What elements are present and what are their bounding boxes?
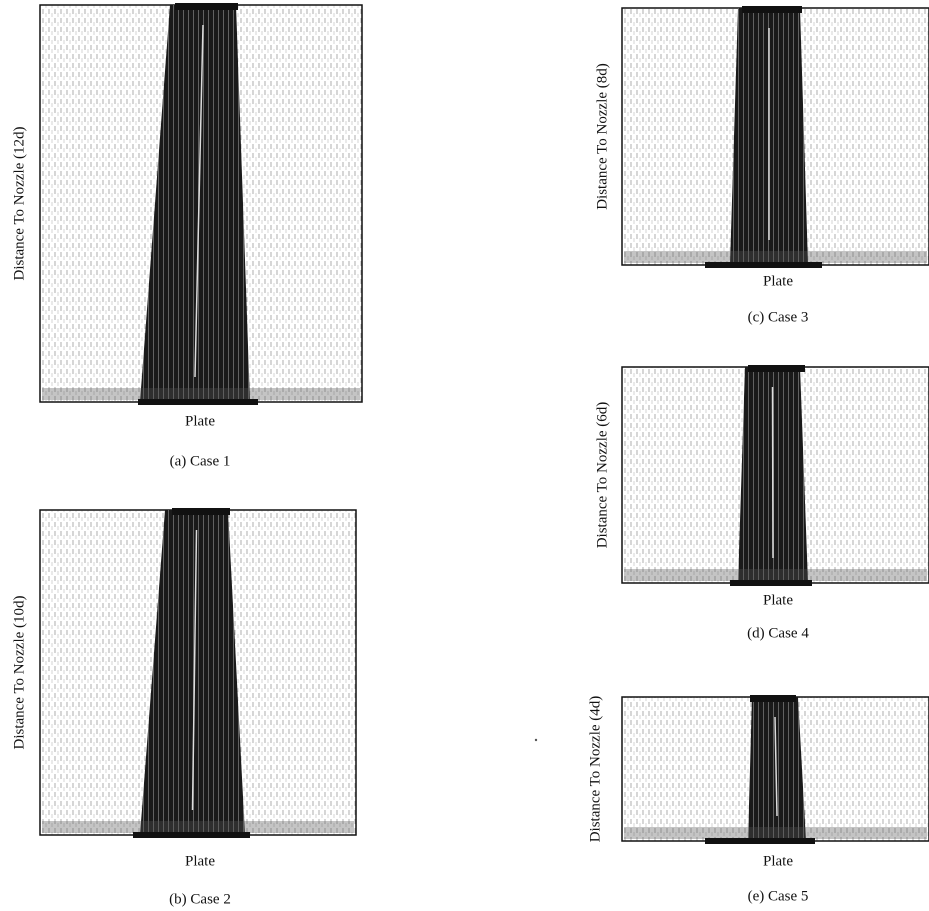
wall-jet (624, 569, 927, 581)
x-axis-label: Plate (763, 273, 793, 289)
y-axis-label: Distance To Nozzle (10d) (11, 595, 27, 749)
x-axis-label: Plate (763, 853, 793, 869)
nozzle (748, 365, 805, 372)
caption: (c) Case 3 (748, 309, 809, 325)
jet-core (771, 386, 774, 559)
caption: (b) Case 2 (169, 891, 231, 907)
nozzle (742, 6, 802, 13)
x-axis-label: Plate (185, 413, 215, 429)
wall-jet (42, 821, 354, 833)
panel: Distance To Nozzle (8d) Plate (c) Case 3 (594, 6, 929, 325)
panel: Distance To Nozzle (6d) Plate (d) Case 4 (594, 365, 929, 641)
wall-jet (624, 251, 927, 263)
jet-core (774, 716, 778, 817)
plate-bar (705, 262, 822, 268)
caption: (e) Case 5 (748, 888, 809, 904)
panel: Distance To Nozzle (10d) Plate (b) Case 2 (11, 508, 357, 907)
plate-bar (138, 399, 258, 405)
x-axis-label: Plate (763, 592, 793, 608)
wall-jet (624, 827, 927, 839)
jet-plume (748, 697, 806, 841)
wall-jet (42, 388, 360, 400)
y-axis-label: Distance To Nozzle (8d) (594, 63, 610, 210)
jet-plume (140, 5, 250, 402)
plate-bar (730, 580, 812, 586)
jet-plume (140, 510, 245, 835)
y-axis-label: Distance To Nozzle (12d) (11, 126, 27, 280)
nozzle (175, 3, 238, 10)
jet-core (191, 529, 198, 811)
plate-bar (705, 838, 815, 844)
speck (534, 738, 538, 742)
panel: Distance To Nozzle (12d) Plate (a) Case 1 (11, 3, 363, 469)
panel: Distance To Nozzle (4d) Plate (e) Case 5 (587, 695, 929, 904)
caption: (a) Case 1 (170, 453, 231, 469)
caption: (d) Case 4 (747, 625, 809, 641)
plate-bar (133, 832, 250, 838)
jet-core (194, 24, 204, 378)
nozzle (750, 695, 796, 702)
x-axis-label: Plate (185, 853, 215, 869)
y-axis-label: Distance To Nozzle (6d) (594, 402, 610, 549)
y-axis-label: Distance To Nozzle (4d) (587, 696, 603, 843)
nozzle (172, 508, 230, 515)
